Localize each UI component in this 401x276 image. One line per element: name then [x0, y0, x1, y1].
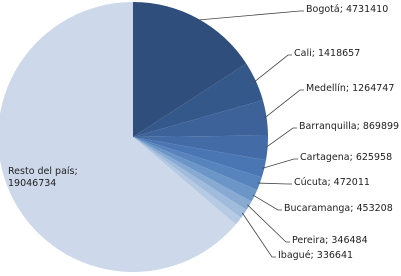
leader-line — [265, 127, 297, 149]
leader-line — [262, 158, 298, 169]
data-label: Barranquilla; 869899 — [299, 121, 400, 132]
leader-line — [257, 182, 292, 185]
leader-line — [196, 10, 304, 21]
data-label: Cartagena; 625958 — [300, 152, 393, 163]
leader-line — [241, 212, 276, 258]
pie-slice — [133, 137, 262, 190]
data-label: Cúcuta; 472011 — [294, 177, 370, 188]
data-label: Bucaramanga; 453208 — [284, 203, 393, 214]
data-label: Resto del país; 19046734 — [8, 166, 78, 189]
pie-slice — [133, 137, 258, 202]
pie-slice — [133, 135, 268, 161]
pie-slice — [133, 137, 267, 178]
pie-slice — [133, 2, 247, 137]
leader-line — [253, 54, 292, 83]
data-label: Ibagué; 336641 — [278, 250, 354, 261]
pie-slice — [133, 137, 252, 211]
data-label: Cali; 1418657 — [294, 48, 361, 59]
pie-slice — [133, 137, 247, 218]
data-label: Medellín; 1264747 — [306, 83, 395, 94]
data-label: Pereira; 346484 — [292, 235, 368, 246]
pie-slice — [133, 63, 263, 137]
pie-slice — [133, 100, 268, 137]
pie-slice — [133, 137, 242, 225]
pie-slice — [0, 2, 236, 272]
leader-line — [247, 204, 290, 243]
leader-line — [264, 89, 304, 119]
leader-line — [252, 194, 282, 211]
data-label: Bogotá; 4731410 — [306, 4, 389, 15]
